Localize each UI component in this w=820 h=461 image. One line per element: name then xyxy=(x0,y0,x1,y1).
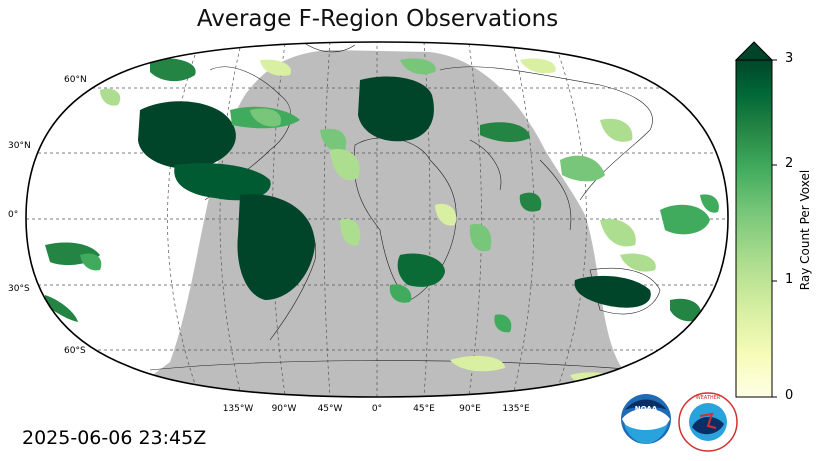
colorbar xyxy=(734,41,777,398)
observation-field xyxy=(45,58,719,386)
colorbar-extend-arrow xyxy=(734,41,774,61)
svg-text:WEATHER: WEATHER xyxy=(696,395,721,401)
colorbar-gradient xyxy=(735,59,773,398)
lon-label-0: 0° xyxy=(371,404,383,414)
lat-label-30n: 30°N xyxy=(8,141,31,151)
svg-text:NOAA: NOAA xyxy=(635,405,658,413)
lon-label-45w: 45°W xyxy=(317,404,343,414)
timestamp: 2025-06-06 23:45Z xyxy=(22,427,207,449)
colorbar-label: Ray Count Per Voxel xyxy=(798,169,812,291)
lat-label-30s: 30°S xyxy=(8,284,30,294)
colorbar-tick-3: 3 xyxy=(785,51,794,66)
noaa-logo: NOAA xyxy=(621,394,671,444)
colorbar-tick-1: 1 xyxy=(785,272,794,287)
colorbar-tick-2: 2 xyxy=(785,156,794,171)
nws-logo: WEATHER xyxy=(678,392,738,452)
lon-label-90e: 90°E xyxy=(459,404,481,414)
lon-label-135e: 135°E xyxy=(502,404,530,414)
lat-label-0: 0° xyxy=(8,210,19,220)
map-outline xyxy=(25,41,729,398)
lat-label-60s: 60°S xyxy=(64,346,86,356)
lon-label-90w: 90°W xyxy=(271,404,297,414)
colorbar-tick-0: 0 xyxy=(785,388,794,403)
lon-label-45e: 45°E xyxy=(413,404,435,414)
chart-title: Average F-Region Observations xyxy=(196,6,559,32)
lon-label-135w: 135°W xyxy=(222,404,254,414)
lat-label-60n: 60°N xyxy=(64,75,87,85)
